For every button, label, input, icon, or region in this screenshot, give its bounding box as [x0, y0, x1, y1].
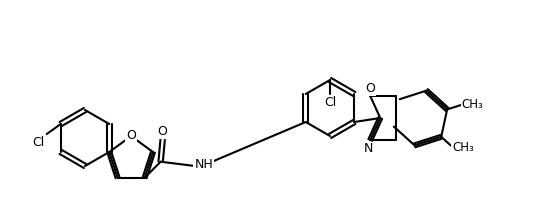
Text: CH₃: CH₃ [461, 98, 483, 111]
Text: NH: NH [194, 158, 213, 171]
Text: CH₃: CH₃ [452, 141, 474, 154]
Text: N: N [364, 142, 373, 155]
Text: Cl: Cl [324, 96, 336, 109]
Text: Cl: Cl [33, 136, 45, 149]
Text: O: O [158, 125, 167, 138]
Text: O: O [126, 129, 136, 142]
Text: O: O [365, 82, 375, 95]
